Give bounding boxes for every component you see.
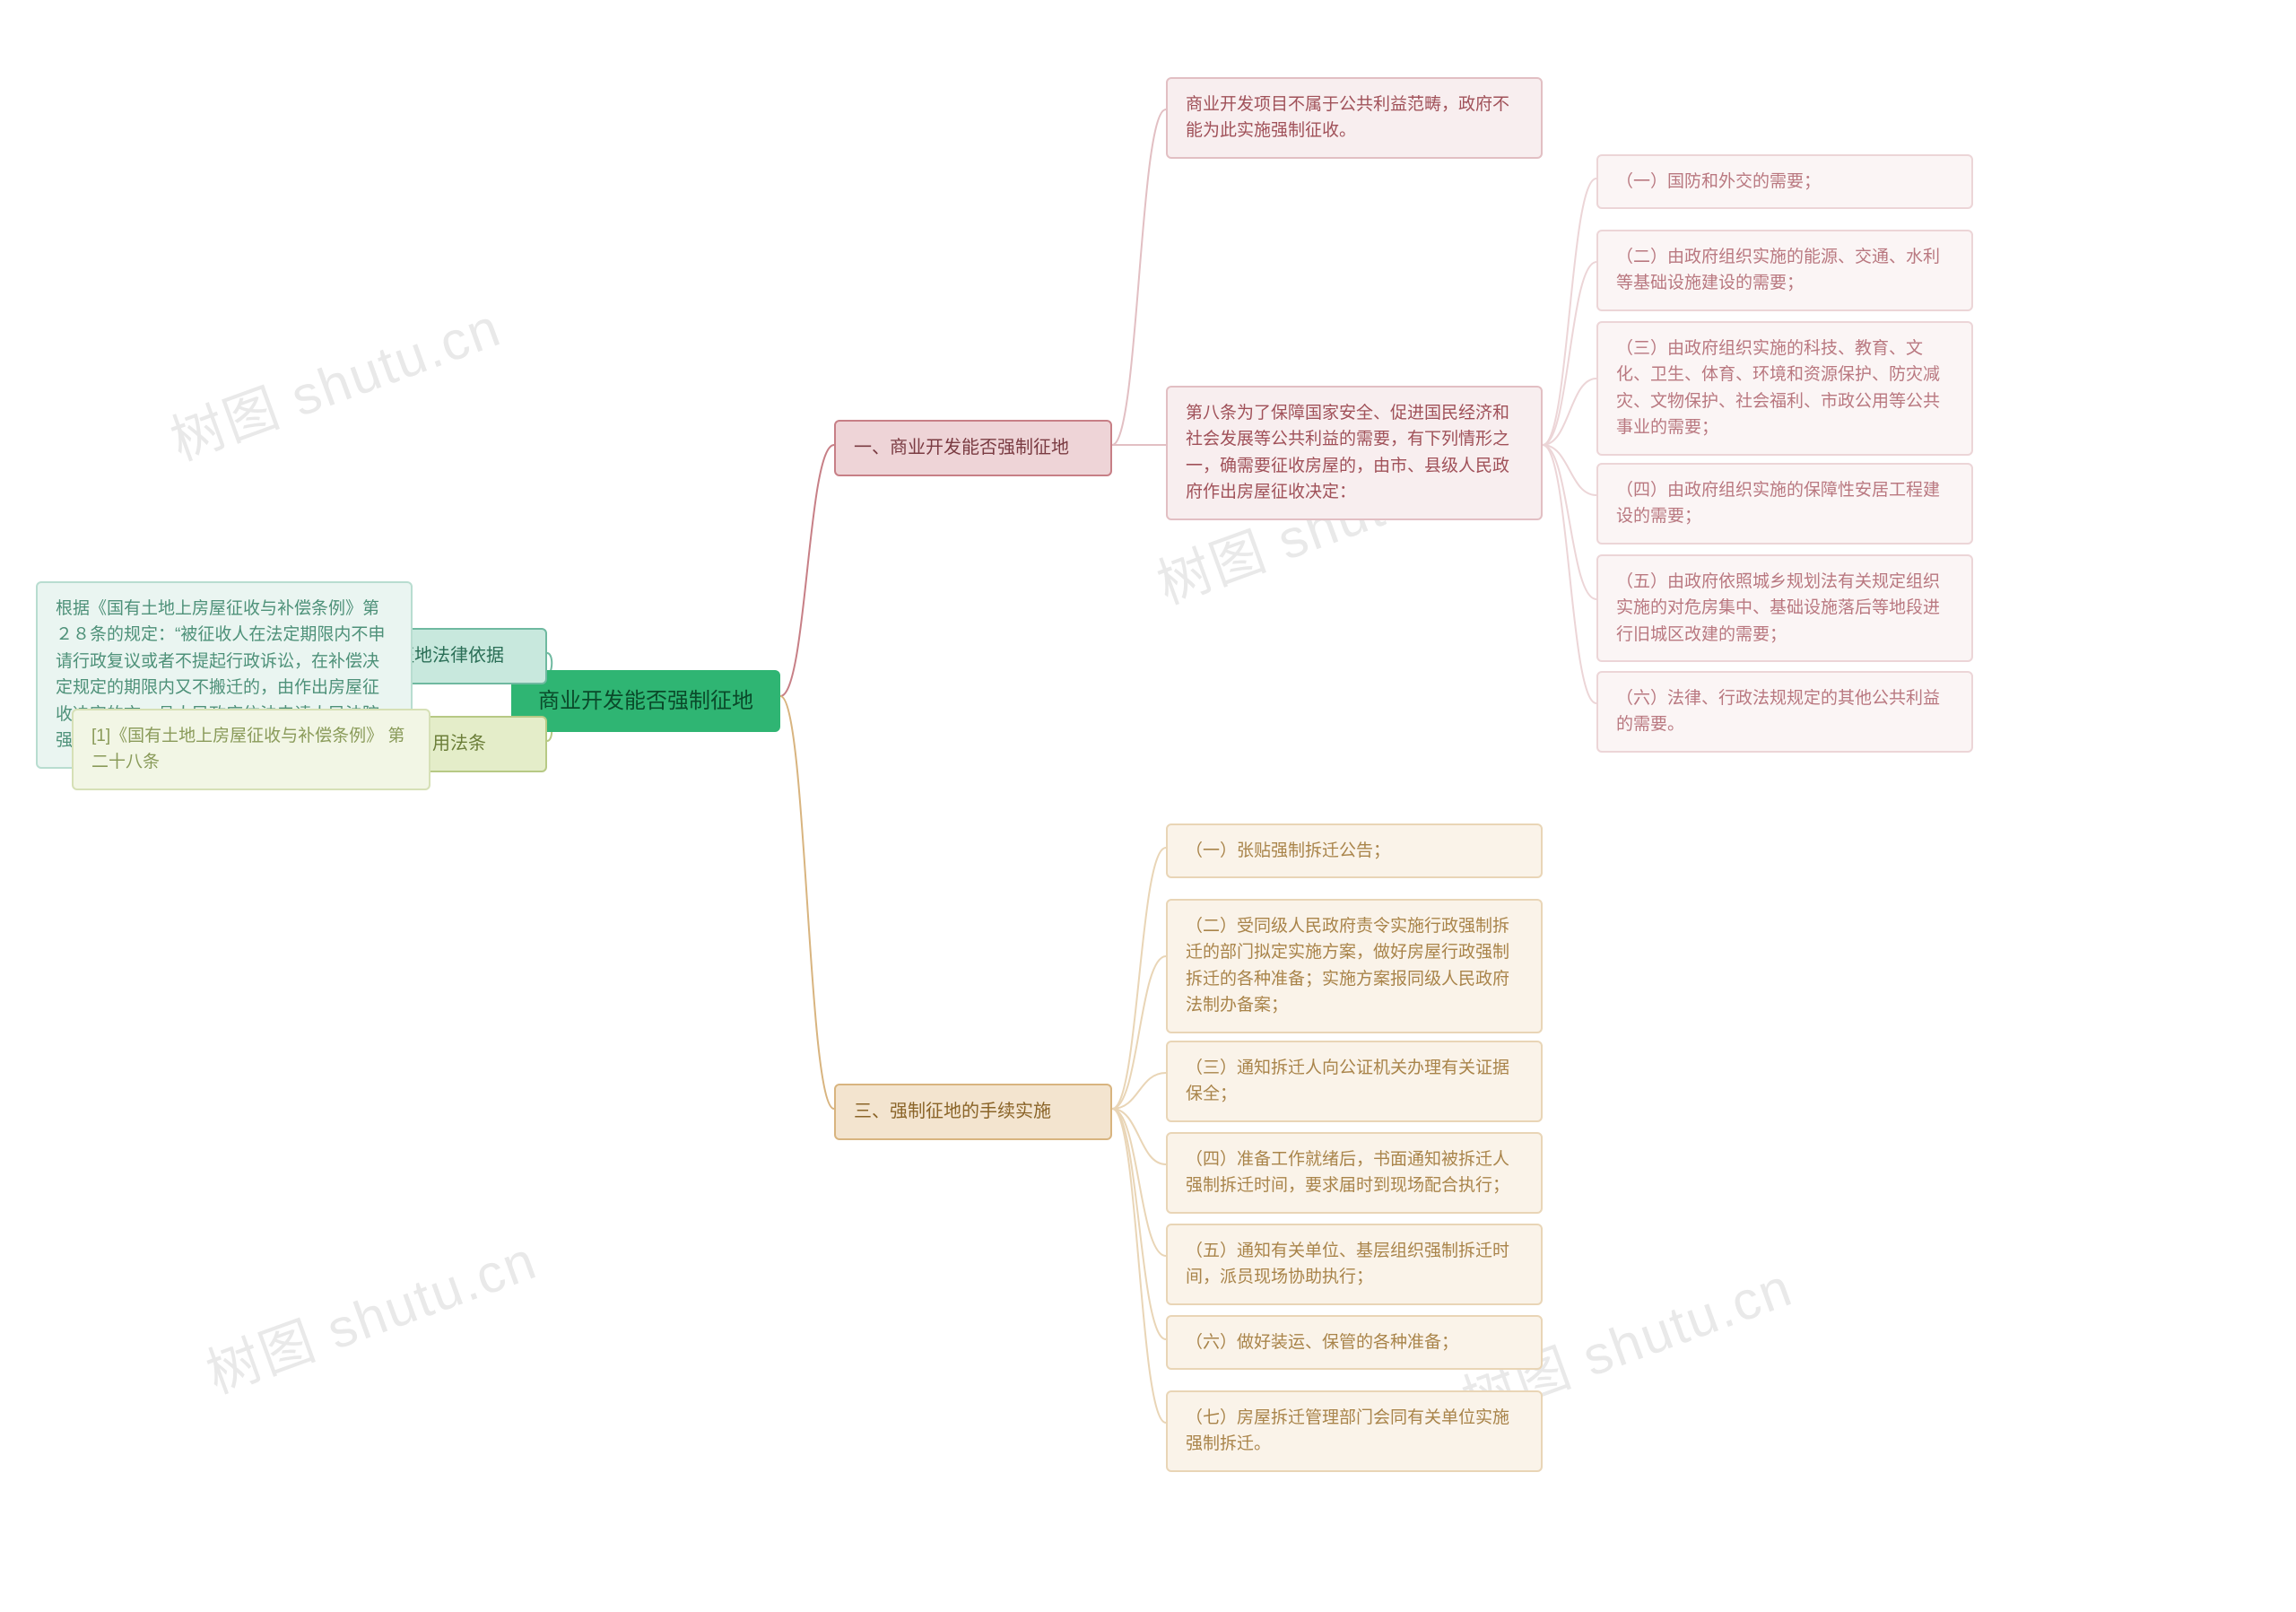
branch-3-child-4[interactable]: （五）通知有关单位、基层组织强制拆迁时间，派员现场协助执行； [1166, 1224, 1543, 1305]
branch-3-child-6[interactable]: （七）房屋拆迁管理部门会同有关单位实施强制拆迁。 [1166, 1390, 1543, 1472]
branch-1-grandchild-4[interactable]: （五）由政府依照城乡规划法有关规定组织实施的对危房集中、基础设施落后等地段进行旧… [1596, 554, 1973, 662]
node-text: （四）准备工作就绪后，书面通知被拆迁人强制拆迁时间，要求届时到现场配合执行； [1186, 1146, 1523, 1199]
node-text: （二）由政府组织实施的能源、交通、水利等基础设施建设的需要； [1616, 244, 1953, 297]
branch-1-grandchild-1[interactable]: （二）由政府组织实施的能源、交通、水利等基础设施建设的需要； [1596, 230, 1973, 311]
node-text: （三）由政府组织实施的科技、教育、文化、卫生、体育、环境和资源保护、防灾减灾、文… [1616, 335, 1953, 441]
branch-3-child-0[interactable]: （一）张贴强制拆迁公告； [1166, 823, 1543, 878]
node-text: （七）房屋拆迁管理部门会同有关单位实施强制拆迁。 [1186, 1405, 1523, 1458]
node-text: （五）由政府依照城乡规划法有关规定组织实施的对危房集中、基础设施落后等地段进行旧… [1616, 569, 1953, 648]
node-text: （六）做好装运、保管的各种准备； [1186, 1329, 1458, 1355]
node-text: [1]《国有土地上房屋征收与补偿条例》 第二十八条 [91, 723, 411, 776]
branch-3-child-1[interactable]: （二）受同级人民政府责令实施行政强制拆迁的部门拟定实施方案，做好房屋行政强制拆迁… [1166, 899, 1543, 1033]
branch-1-label: 一、商业开发能否强制征地 [854, 434, 1069, 462]
node-text: （六）法律、行政法规规定的其他公共利益的需要。 [1616, 685, 1953, 738]
watermark: 树图 shutu.cn [195, 1217, 546, 1409]
node-text: （二）受同级人民政府责令实施行政强制拆迁的部门拟定实施方案，做好房屋行政强制拆迁… [1186, 913, 1523, 1019]
branch-3-label: 三、强制征地的手续实施 [854, 1098, 1051, 1126]
node-text: （五）通知有关单位、基层组织强制拆迁时间，派员现场协助执行； [1186, 1238, 1523, 1291]
branch-3-child-3[interactable]: （四）准备工作就绪后，书面通知被拆迁人强制拆迁时间，要求届时到现场配合执行； [1166, 1132, 1543, 1214]
branch-3[interactable]: 三、强制征地的手续实施 [834, 1084, 1112, 1140]
node-text: （一）国防和外交的需要； [1616, 169, 1821, 195]
node-text: 第八条为了保障国家安全、促进国民经济和社会发展等公共利益的需要，有下列情形之一，… [1186, 400, 1523, 506]
node-text: 商业开发项目不属于公共利益范畴，政府不能为此实施强制征收。 [1186, 91, 1523, 144]
branch-1-grandchild-0[interactable]: （一）国防和外交的需要； [1596, 154, 1973, 209]
branch-4-leaf[interactable]: [1]《国有土地上房屋征收与补偿条例》 第二十八条 [72, 709, 430, 790]
branch-3-child-5[interactable]: （六）做好装运、保管的各种准备； [1166, 1315, 1543, 1370]
watermark: 树图 shutu.cn [159, 284, 510, 476]
branch-1-grandchild-5[interactable]: （六）法律、行政法规规定的其他公共利益的需要。 [1596, 671, 1973, 753]
root-label: 商业开发能否强制征地 [538, 684, 753, 718]
branch-3-child-2[interactable]: （三）通知拆迁人向公证机关办理有关证据保全； [1166, 1041, 1543, 1122]
branch-1-grandchild-2[interactable]: （三）由政府组织实施的科技、教育、文化、卫生、体育、环境和资源保护、防灾减灾、文… [1596, 321, 1973, 456]
node-text: （一）张贴强制拆迁公告； [1186, 838, 1390, 864]
branch-1-child-1[interactable]: 第八条为了保障国家安全、促进国民经济和社会发展等公共利益的需要，有下列情形之一，… [1166, 386, 1543, 520]
node-text: （四）由政府组织实施的保障性安居工程建设的需要； [1616, 477, 1953, 530]
branch-1[interactable]: 一、商业开发能否强制征地 [834, 420, 1112, 476]
root-node[interactable]: 商业开发能否强制征地 [511, 670, 780, 732]
branch-1-grandchild-3[interactable]: （四）由政府组织实施的保障性安居工程建设的需要； [1596, 463, 1973, 545]
node-text: （三）通知拆迁人向公证机关办理有关证据保全； [1186, 1055, 1523, 1108]
branch-1-child-0[interactable]: 商业开发项目不属于公共利益范畴，政府不能为此实施强制征收。 [1166, 77, 1543, 159]
